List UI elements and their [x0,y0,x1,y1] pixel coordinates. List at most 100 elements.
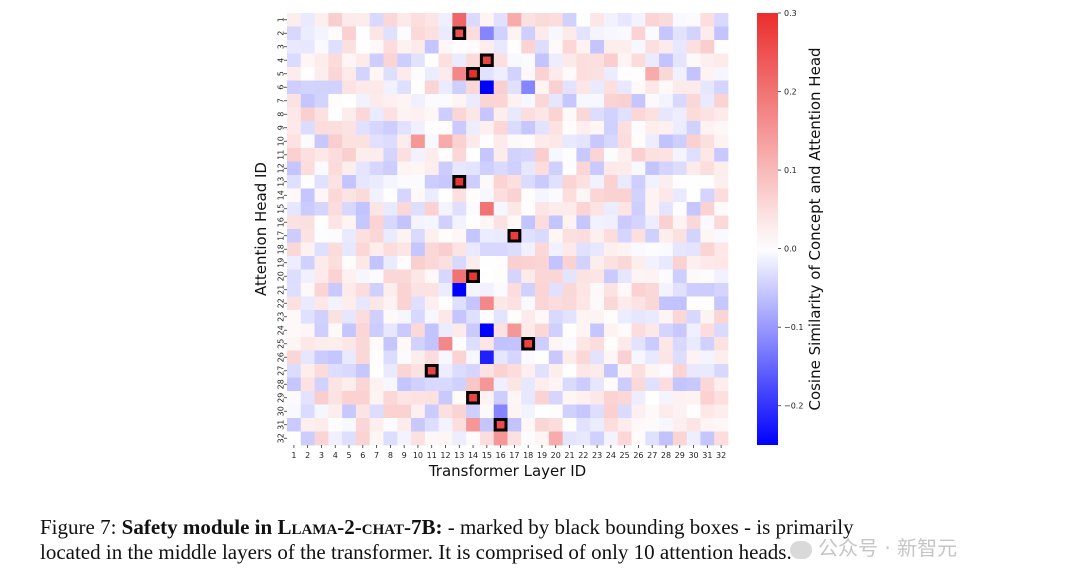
heatmap-cell [590,80,605,95]
heatmap-cell [535,175,550,189]
heatmap-cell [521,404,536,419]
heatmap-cell [479,188,495,203]
heatmap-cell [686,431,701,446]
heatmap-cell [383,26,398,41]
heatmap-cell [424,269,439,284]
heatmap-cell [507,26,522,41]
heatmap-cell [617,310,632,324]
heatmap-cell [397,67,412,81]
heatmap-cell [452,148,467,162]
heatmap-cell [507,94,522,108]
heatmap-cell [631,134,646,149]
y-tick-label: 12 [277,163,286,173]
heatmap-cell [452,188,467,203]
x-axis-label: Transformer Layer ID [428,462,586,480]
heatmap-cell [438,67,453,81]
heatmap-cell [686,188,701,203]
heatmap-cell [603,188,619,203]
heatmap-cell [300,161,315,176]
heatmap-cell [300,391,315,405]
heatmap-cell [535,107,550,122]
heatmap-cell [603,107,619,122]
heatmap-cell [287,377,302,392]
heatmap-cell [548,323,564,338]
heatmap-cell [314,323,329,338]
heatmap-cell [369,13,384,27]
heatmap-cell [466,67,481,81]
heatmap-cell [548,13,564,27]
heatmap-cell [686,67,701,81]
heatmap-cell [300,148,315,162]
heatmap-cell [397,148,412,162]
heatmap-cell [342,188,357,203]
heatmap-cell [342,94,357,108]
heatmap-cell [700,391,715,405]
heatmap-cell [314,337,329,351]
heatmap-cell [411,283,426,297]
heatmap-cell [300,256,315,270]
heatmap-cell [645,94,660,108]
heatmap-cell [562,188,577,203]
y-tick-label: 20 [277,271,286,281]
heatmap-cell [617,134,632,149]
heatmap-cell [328,418,343,432]
heatmap-cell [659,310,674,324]
heatmap-cell [342,364,357,378]
heatmap-cell [672,175,688,189]
heatmap-cell [700,404,715,419]
heatmap-cell [466,215,481,230]
heatmap-cell [424,121,439,135]
x-tick-label: 31 [702,451,712,460]
heatmap-cell [466,161,481,176]
heatmap-cell [452,40,467,54]
heatmap-cell [355,175,371,189]
x-tick-label: 15 [482,451,492,460]
heatmap-cell [603,323,619,338]
heatmap-cell [424,134,439,149]
heatmap-cell [700,175,715,189]
heatmap-cell [507,67,522,81]
heatmap-cell [300,242,315,257]
heatmap-cell [452,323,467,338]
heatmap-cell [603,337,619,351]
heatmap-cell [548,418,564,432]
heatmap-cell [314,310,329,324]
heatmap-cell [479,53,495,68]
heatmap-cell [355,53,371,68]
heatmap-cell [603,350,619,365]
heatmap-cell [535,40,550,54]
heatmap-cell [383,377,398,392]
heatmap-cell [493,188,508,203]
heatmap-cell [314,364,329,378]
heatmap-cell [603,148,619,162]
heatmap-cell [714,175,729,189]
heatmap-cell [686,121,701,135]
heatmap-cell [562,13,577,27]
heatmap-cell [383,67,398,81]
heatmap-cell [562,256,577,270]
heatmap-cell [466,431,481,446]
heatmap-figure: 1 2 3 4 5 6 7 8 9 10 11 12 13 14 15 16 17 18 19 20 21 22 23 24 2… [252,9,824,480]
heatmap-cell [631,310,646,324]
heatmap-cell [659,121,674,135]
y-tick-label: 7 [277,98,286,103]
heatmap-cell [383,80,398,95]
heatmap-cell [631,256,646,270]
heatmap-cell [714,310,729,324]
heatmap-cell [355,202,371,216]
heatmap-cell [686,40,701,54]
heatmap-cell [479,80,495,95]
heatmap-cell [714,67,729,81]
x-tick-label: 5 [346,451,351,460]
heatmap-cell [493,215,508,230]
heatmap-cell [479,175,495,189]
heatmap-cell [645,40,660,54]
caption-bold-prefix: Safety module in Llama-2-chat-7B: [121,515,443,539]
heatmap-cell [576,283,591,297]
heatmap-cell [590,377,605,392]
highlight-box [493,418,508,432]
heatmap-cell [672,229,688,243]
y-tick-label: 25 [277,339,286,349]
heatmap-cell [700,107,715,122]
heatmap-cell [507,256,522,270]
